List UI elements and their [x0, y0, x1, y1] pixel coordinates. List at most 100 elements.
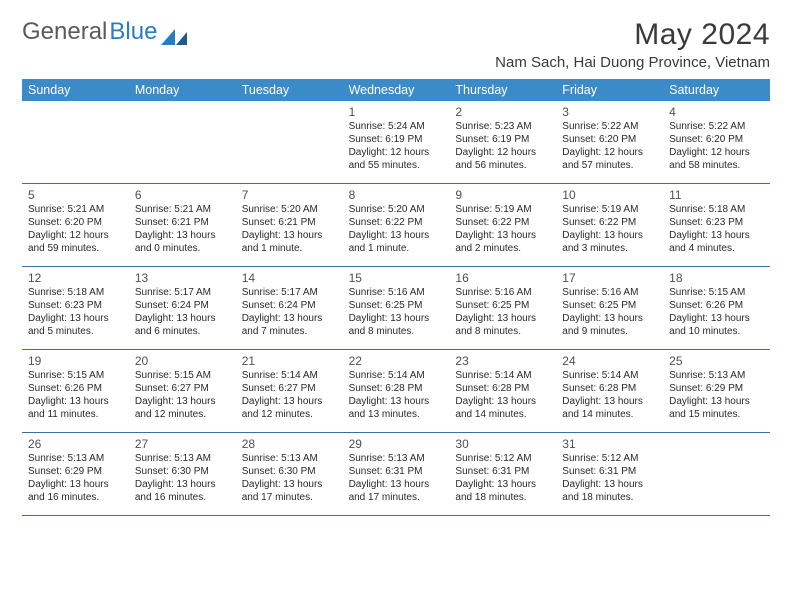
day-cell: 19Sunrise: 5:15 AMSunset: 6:26 PMDayligh…	[22, 350, 129, 432]
day-cell: 1Sunrise: 5:24 AMSunset: 6:19 PMDaylight…	[343, 101, 450, 183]
sunset-line: Sunset: 6:24 PM	[242, 300, 337, 313]
day-cell: 15Sunrise: 5:16 AMSunset: 6:25 PMDayligh…	[343, 267, 450, 349]
sunset-line: Sunset: 6:19 PM	[455, 134, 550, 147]
sunset-line: Sunset: 6:27 PM	[242, 383, 337, 396]
weekday-header: Saturday	[663, 79, 770, 101]
sunrise-line: Sunrise: 5:13 AM	[135, 453, 230, 466]
sunrise-line: Sunrise: 5:17 AM	[135, 287, 230, 300]
daylight-line-2: and 18 minutes.	[562, 492, 657, 505]
day-number: 26	[28, 437, 123, 452]
daylight-line-1: Daylight: 13 hours	[135, 479, 230, 492]
day-number: 17	[562, 271, 657, 286]
daylight-line-2: and 59 minutes.	[28, 243, 123, 256]
day-cell: 5Sunrise: 5:21 AMSunset: 6:20 PMDaylight…	[22, 184, 129, 266]
sunset-line: Sunset: 6:20 PM	[669, 134, 764, 147]
day-cell: 8Sunrise: 5:20 AMSunset: 6:22 PMDaylight…	[343, 184, 450, 266]
daylight-line-2: and 58 minutes.	[669, 160, 764, 173]
weekday-header: Friday	[556, 79, 663, 101]
sunrise-line: Sunrise: 5:18 AM	[669, 204, 764, 217]
sunrise-line: Sunrise: 5:20 AM	[349, 204, 444, 217]
day-number: 19	[28, 354, 123, 369]
daylight-line-1: Daylight: 13 hours	[135, 230, 230, 243]
daylight-line-2: and 14 minutes.	[562, 409, 657, 422]
day-cell: 31Sunrise: 5:12 AMSunset: 6:31 PMDayligh…	[556, 433, 663, 515]
sunset-line: Sunset: 6:22 PM	[562, 217, 657, 230]
daylight-line-2: and 6 minutes.	[135, 326, 230, 339]
day-number: 22	[349, 354, 444, 369]
daylight-line-2: and 3 minutes.	[562, 243, 657, 256]
weekday-header: Monday	[129, 79, 236, 101]
daylight-line-1: Daylight: 13 hours	[28, 313, 123, 326]
sunset-line: Sunset: 6:26 PM	[669, 300, 764, 313]
daylight-line-1: Daylight: 13 hours	[135, 396, 230, 409]
day-cell: 12Sunrise: 5:18 AMSunset: 6:23 PMDayligh…	[22, 267, 129, 349]
day-cell: 7Sunrise: 5:20 AMSunset: 6:21 PMDaylight…	[236, 184, 343, 266]
week-row: 5Sunrise: 5:21 AMSunset: 6:20 PMDaylight…	[22, 184, 770, 267]
day-number: 9	[455, 188, 550, 203]
week-row: 12Sunrise: 5:18 AMSunset: 6:23 PMDayligh…	[22, 267, 770, 350]
daylight-line-2: and 2 minutes.	[455, 243, 550, 256]
day-cell: 22Sunrise: 5:14 AMSunset: 6:28 PMDayligh…	[343, 350, 450, 432]
daylight-line-1: Daylight: 13 hours	[562, 479, 657, 492]
daylight-line-1: Daylight: 13 hours	[349, 313, 444, 326]
day-cell: 28Sunrise: 5:13 AMSunset: 6:30 PMDayligh…	[236, 433, 343, 515]
day-cell: 29Sunrise: 5:13 AMSunset: 6:31 PMDayligh…	[343, 433, 450, 515]
day-cell	[236, 101, 343, 183]
daylight-line-2: and 16 minutes.	[28, 492, 123, 505]
sunset-line: Sunset: 6:19 PM	[349, 134, 444, 147]
daylight-line-2: and 5 minutes.	[28, 326, 123, 339]
day-cell: 24Sunrise: 5:14 AMSunset: 6:28 PMDayligh…	[556, 350, 663, 432]
page-header: GeneralBlue May 2024 Nam Sach, Hai Duong…	[22, 18, 770, 71]
daylight-line-1: Daylight: 12 hours	[562, 147, 657, 160]
day-number: 23	[455, 354, 550, 369]
sunset-line: Sunset: 6:30 PM	[135, 466, 230, 479]
day-number: 1	[349, 105, 444, 120]
day-cell: 20Sunrise: 5:15 AMSunset: 6:27 PMDayligh…	[129, 350, 236, 432]
daylight-line-2: and 13 minutes.	[349, 409, 444, 422]
day-number: 12	[28, 271, 123, 286]
day-number: 2	[455, 105, 550, 120]
day-cell: 9Sunrise: 5:19 AMSunset: 6:22 PMDaylight…	[449, 184, 556, 266]
sunrise-line: Sunrise: 5:21 AM	[135, 204, 230, 217]
day-number: 21	[242, 354, 337, 369]
daylight-line-2: and 4 minutes.	[669, 243, 764, 256]
daylight-line-2: and 12 minutes.	[242, 409, 337, 422]
week-row: 26Sunrise: 5:13 AMSunset: 6:29 PMDayligh…	[22, 433, 770, 516]
day-number: 3	[562, 105, 657, 120]
sunset-line: Sunset: 6:21 PM	[242, 217, 337, 230]
day-cell: 27Sunrise: 5:13 AMSunset: 6:30 PMDayligh…	[129, 433, 236, 515]
daylight-line-1: Daylight: 12 hours	[349, 147, 444, 160]
page-title: May 2024	[495, 18, 770, 52]
day-number: 27	[135, 437, 230, 452]
sunrise-line: Sunrise: 5:24 AM	[349, 121, 444, 134]
day-cell: 11Sunrise: 5:18 AMSunset: 6:23 PMDayligh…	[663, 184, 770, 266]
logo-word-1: General	[22, 18, 107, 46]
sunrise-line: Sunrise: 5:14 AM	[349, 370, 444, 383]
sunrise-line: Sunrise: 5:15 AM	[28, 370, 123, 383]
daylight-line-1: Daylight: 13 hours	[669, 313, 764, 326]
sunset-line: Sunset: 6:25 PM	[562, 300, 657, 313]
sunset-line: Sunset: 6:20 PM	[562, 134, 657, 147]
daylight-line-1: Daylight: 12 hours	[669, 147, 764, 160]
day-cell: 2Sunrise: 5:23 AMSunset: 6:19 PMDaylight…	[449, 101, 556, 183]
sunset-line: Sunset: 6:28 PM	[349, 383, 444, 396]
daylight-line-1: Daylight: 13 hours	[562, 313, 657, 326]
day-number: 31	[562, 437, 657, 452]
day-cell: 10Sunrise: 5:19 AMSunset: 6:22 PMDayligh…	[556, 184, 663, 266]
daylight-line-1: Daylight: 13 hours	[455, 230, 550, 243]
daylight-line-1: Daylight: 13 hours	[242, 479, 337, 492]
sunrise-line: Sunrise: 5:16 AM	[562, 287, 657, 300]
day-number: 8	[349, 188, 444, 203]
day-number: 20	[135, 354, 230, 369]
weekday-header: Wednesday	[343, 79, 450, 101]
daylight-line-2: and 1 minute.	[349, 243, 444, 256]
daylight-line-2: and 55 minutes.	[349, 160, 444, 173]
day-number: 11	[669, 188, 764, 203]
day-number: 30	[455, 437, 550, 452]
daylight-line-1: Daylight: 13 hours	[349, 479, 444, 492]
day-cell: 26Sunrise: 5:13 AMSunset: 6:29 PMDayligh…	[22, 433, 129, 515]
day-cell: 6Sunrise: 5:21 AMSunset: 6:21 PMDaylight…	[129, 184, 236, 266]
sunset-line: Sunset: 6:24 PM	[135, 300, 230, 313]
daylight-line-2: and 17 minutes.	[349, 492, 444, 505]
sunrise-line: Sunrise: 5:22 AM	[562, 121, 657, 134]
